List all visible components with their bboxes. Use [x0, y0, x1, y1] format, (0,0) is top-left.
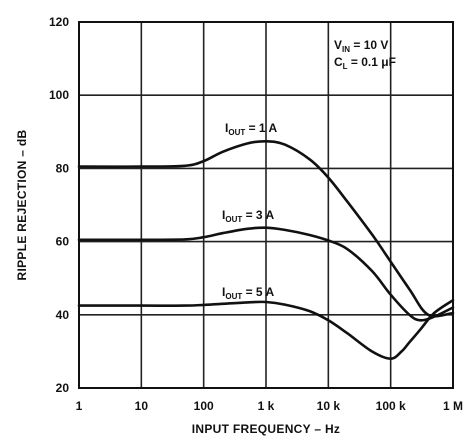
y-tick-label: 60: [56, 235, 70, 249]
series-group: [77, 139, 455, 360]
conditions-annotation: VIN = 10 VCL = 0.1 μF: [334, 38, 396, 71]
x-tick-label: 10: [135, 399, 149, 413]
y-tick-label: 40: [56, 308, 70, 322]
x-tick-label: 1: [76, 399, 83, 413]
x-tick-label: 1 M: [443, 399, 463, 413]
plot-frame: [78, 21, 454, 389]
series-label-iout-1a: IOUT = 1 A: [225, 121, 277, 137]
x-tick-label: 1 k: [258, 399, 275, 413]
x-tick-label: 100: [194, 399, 214, 413]
x-tick-label: 100 k: [376, 399, 406, 413]
y-axis-label: RIPPLE REJECTION – dB: [15, 129, 29, 280]
y-tick-label: 80: [56, 161, 70, 175]
condition-vin: VIN = 10 V: [334, 38, 388, 54]
y-tick-label: 100: [49, 88, 69, 102]
y-tick-label: 120: [49, 15, 69, 29]
y-tick-labels: 20 40 60 80 100 120: [49, 15, 69, 395]
condition-cl: CL = 0.1 μF: [334, 55, 396, 71]
x-tick-labels: 1 10 100 1 k 10 k 100 k 1 M: [76, 399, 463, 413]
grid: [78, 21, 454, 389]
series-line-iout-5a: [77, 298, 455, 360]
series-labels: IOUT = 1 A IOUT = 3 A IOUT = 5 A: [222, 121, 277, 301]
series-line-iout-1a: [77, 139, 455, 318]
x-tick-label: 10 k: [317, 399, 341, 413]
y-tick-label: 20: [56, 381, 70, 395]
series-label-iout-3a: IOUT = 3 A: [222, 208, 274, 224]
series-label-iout-5a: IOUT = 5 A: [222, 285, 274, 301]
x-axis-label: INPUT FREQUENCY – Hz: [192, 422, 340, 436]
series-line-iout-3a: [77, 226, 455, 322]
